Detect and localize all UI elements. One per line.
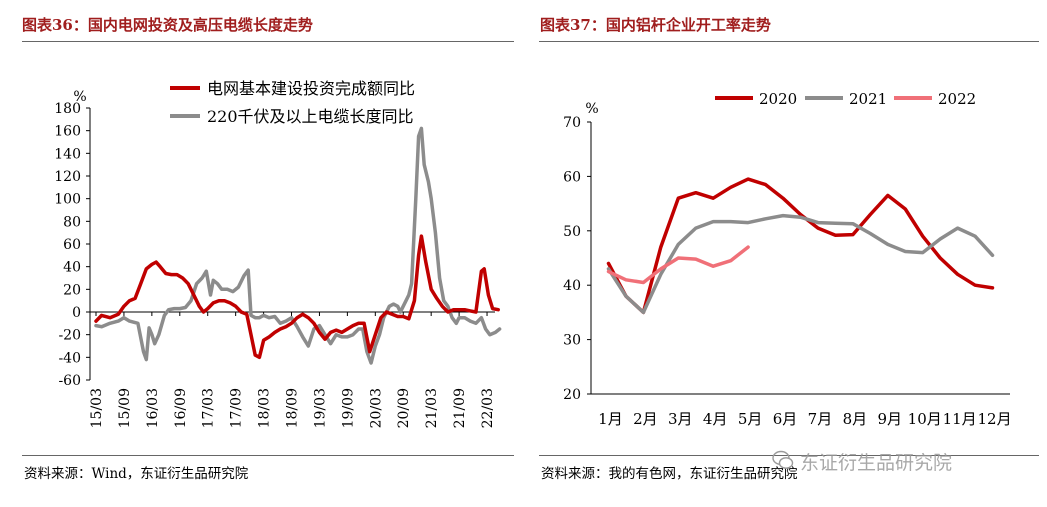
left-x-tick-label: 20/03 bbox=[368, 388, 384, 428]
left-source-rule bbox=[22, 455, 514, 456]
left-y-tick-label: 80 bbox=[63, 214, 81, 230]
left-x-tick-label: 19/03 bbox=[312, 388, 328, 428]
right-x-tick-label: 10月 bbox=[908, 410, 942, 428]
right-x-tick-label: 7月 bbox=[808, 410, 833, 428]
right-title-rule bbox=[539, 41, 1039, 42]
right-x-tick-label: 5月 bbox=[738, 410, 763, 428]
right-series-line bbox=[606, 213, 995, 315]
right-x-tick-label: 4月 bbox=[703, 410, 728, 428]
left-y-tick-label: 140 bbox=[54, 146, 81, 162]
right-legend-label: 2021 bbox=[849, 90, 887, 108]
right-x-tick-label: 1月 bbox=[598, 410, 623, 428]
right-y-tick-label: 50 bbox=[563, 224, 581, 240]
left-y-tick-label: 60 bbox=[63, 237, 81, 253]
right-x-tick-label: 3月 bbox=[668, 410, 693, 428]
left-y-tick-label: 120 bbox=[54, 169, 81, 185]
left-x-tick-label: 15/03 bbox=[89, 388, 105, 428]
left-x-tick-label: 17/03 bbox=[201, 388, 217, 428]
right-legend-label: 2022 bbox=[938, 90, 976, 108]
right-y-unit: % bbox=[585, 101, 598, 117]
left-source: 资料来源：Wind，东证衍生品研究院 bbox=[24, 466, 249, 482]
left-y-tick-label: -60 bbox=[58, 373, 81, 389]
watermark-text: 东证衍生品研究院 bbox=[800, 452, 953, 474]
wechat-icon bbox=[772, 450, 794, 469]
right-x-tick-label: 2月 bbox=[633, 410, 658, 428]
right-legend-label: 2020 bbox=[759, 90, 797, 108]
right-chart: 20 30 40 50 60 70% 1月 2月 3月 4月 5月 6月 7月 8月 9月 10月 11月 12月… bbox=[563, 90, 1011, 428]
left-y-tick-label: 0 bbox=[72, 305, 81, 321]
left-y-tick-label: 160 bbox=[54, 124, 81, 140]
left-series-line bbox=[94, 126, 502, 365]
right-y-tick-label: 40 bbox=[563, 278, 581, 294]
right-y-tick-label: 60 bbox=[563, 169, 581, 185]
right-source: 资料来源：我的有色网，东证衍生品研究院 bbox=[541, 466, 798, 482]
left-x-tick-label: 18/09 bbox=[285, 388, 301, 428]
left-x-tick-label: 16/03 bbox=[145, 388, 161, 428]
right-series-line bbox=[606, 245, 750, 285]
left-legend-label: 电网基本建设投资完成额同比 bbox=[207, 79, 415, 98]
right-series-line bbox=[606, 177, 995, 315]
left-y-tick-label: 180 bbox=[54, 101, 81, 117]
left-y-tick-label: -20 bbox=[58, 328, 81, 344]
left-title-rule bbox=[22, 41, 514, 42]
left-figure: 图表36：国内电网投资及高压电缆长度走势 -60 -40 -20 0 20 40 60 80 1… bbox=[0, 0, 520, 507]
left-y-tick-label: 20 bbox=[63, 282, 81, 298]
left-x-tick-label: 15/09 bbox=[117, 388, 133, 428]
left-x-tick-label: 18/03 bbox=[257, 388, 273, 428]
left-x-tick-label: 21/09 bbox=[452, 388, 468, 428]
left-chart: -60 -40 -20 0 20 40 60 80 100 120 140 160 180% 15/03 1… bbox=[54, 79, 502, 428]
right-figure-title: 图表37：国内铝杆企业开工率走势 bbox=[540, 16, 771, 34]
right-x-tick-label: 11月 bbox=[943, 410, 977, 428]
left-x-tick-label: 19/09 bbox=[340, 388, 356, 428]
right-y-tick-label: 20 bbox=[563, 387, 581, 403]
left-x-tick-label: 17/09 bbox=[229, 388, 245, 428]
right-x-tick-label: 9月 bbox=[878, 410, 903, 428]
left-legend-label: 220千伏及以上电缆长度同比 bbox=[207, 107, 414, 126]
left-x-tick-label: 22/03 bbox=[480, 388, 496, 428]
left-x-tick-label: 16/09 bbox=[173, 388, 189, 428]
left-y-tick-label: 100 bbox=[54, 192, 81, 208]
right-y-tick-label: 30 bbox=[563, 333, 581, 349]
right-x-tick-label: 6月 bbox=[773, 410, 798, 428]
left-x-tick-label: 20/09 bbox=[396, 388, 412, 428]
right-y-tick-label: 70 bbox=[563, 115, 581, 131]
right-x-tick-label: 8月 bbox=[843, 410, 868, 428]
left-x-tick-label: 21/03 bbox=[424, 388, 440, 428]
left-y-tick-label: 40 bbox=[63, 260, 81, 276]
right-x-tick-label: 12月 bbox=[977, 410, 1011, 428]
left-y-tick-label: -40 bbox=[58, 350, 81, 366]
left-y-unit: % bbox=[73, 89, 86, 105]
left-figure-title: 图表36：国内电网投资及高压电缆长度走势 bbox=[22, 16, 313, 34]
right-figure: 图表37：国内铝杆企业开工率走势 20 30 40 50 60 70% 1月 2月 3月 4月 5月… bbox=[525, 0, 1047, 507]
left-series-line bbox=[94, 234, 500, 360]
